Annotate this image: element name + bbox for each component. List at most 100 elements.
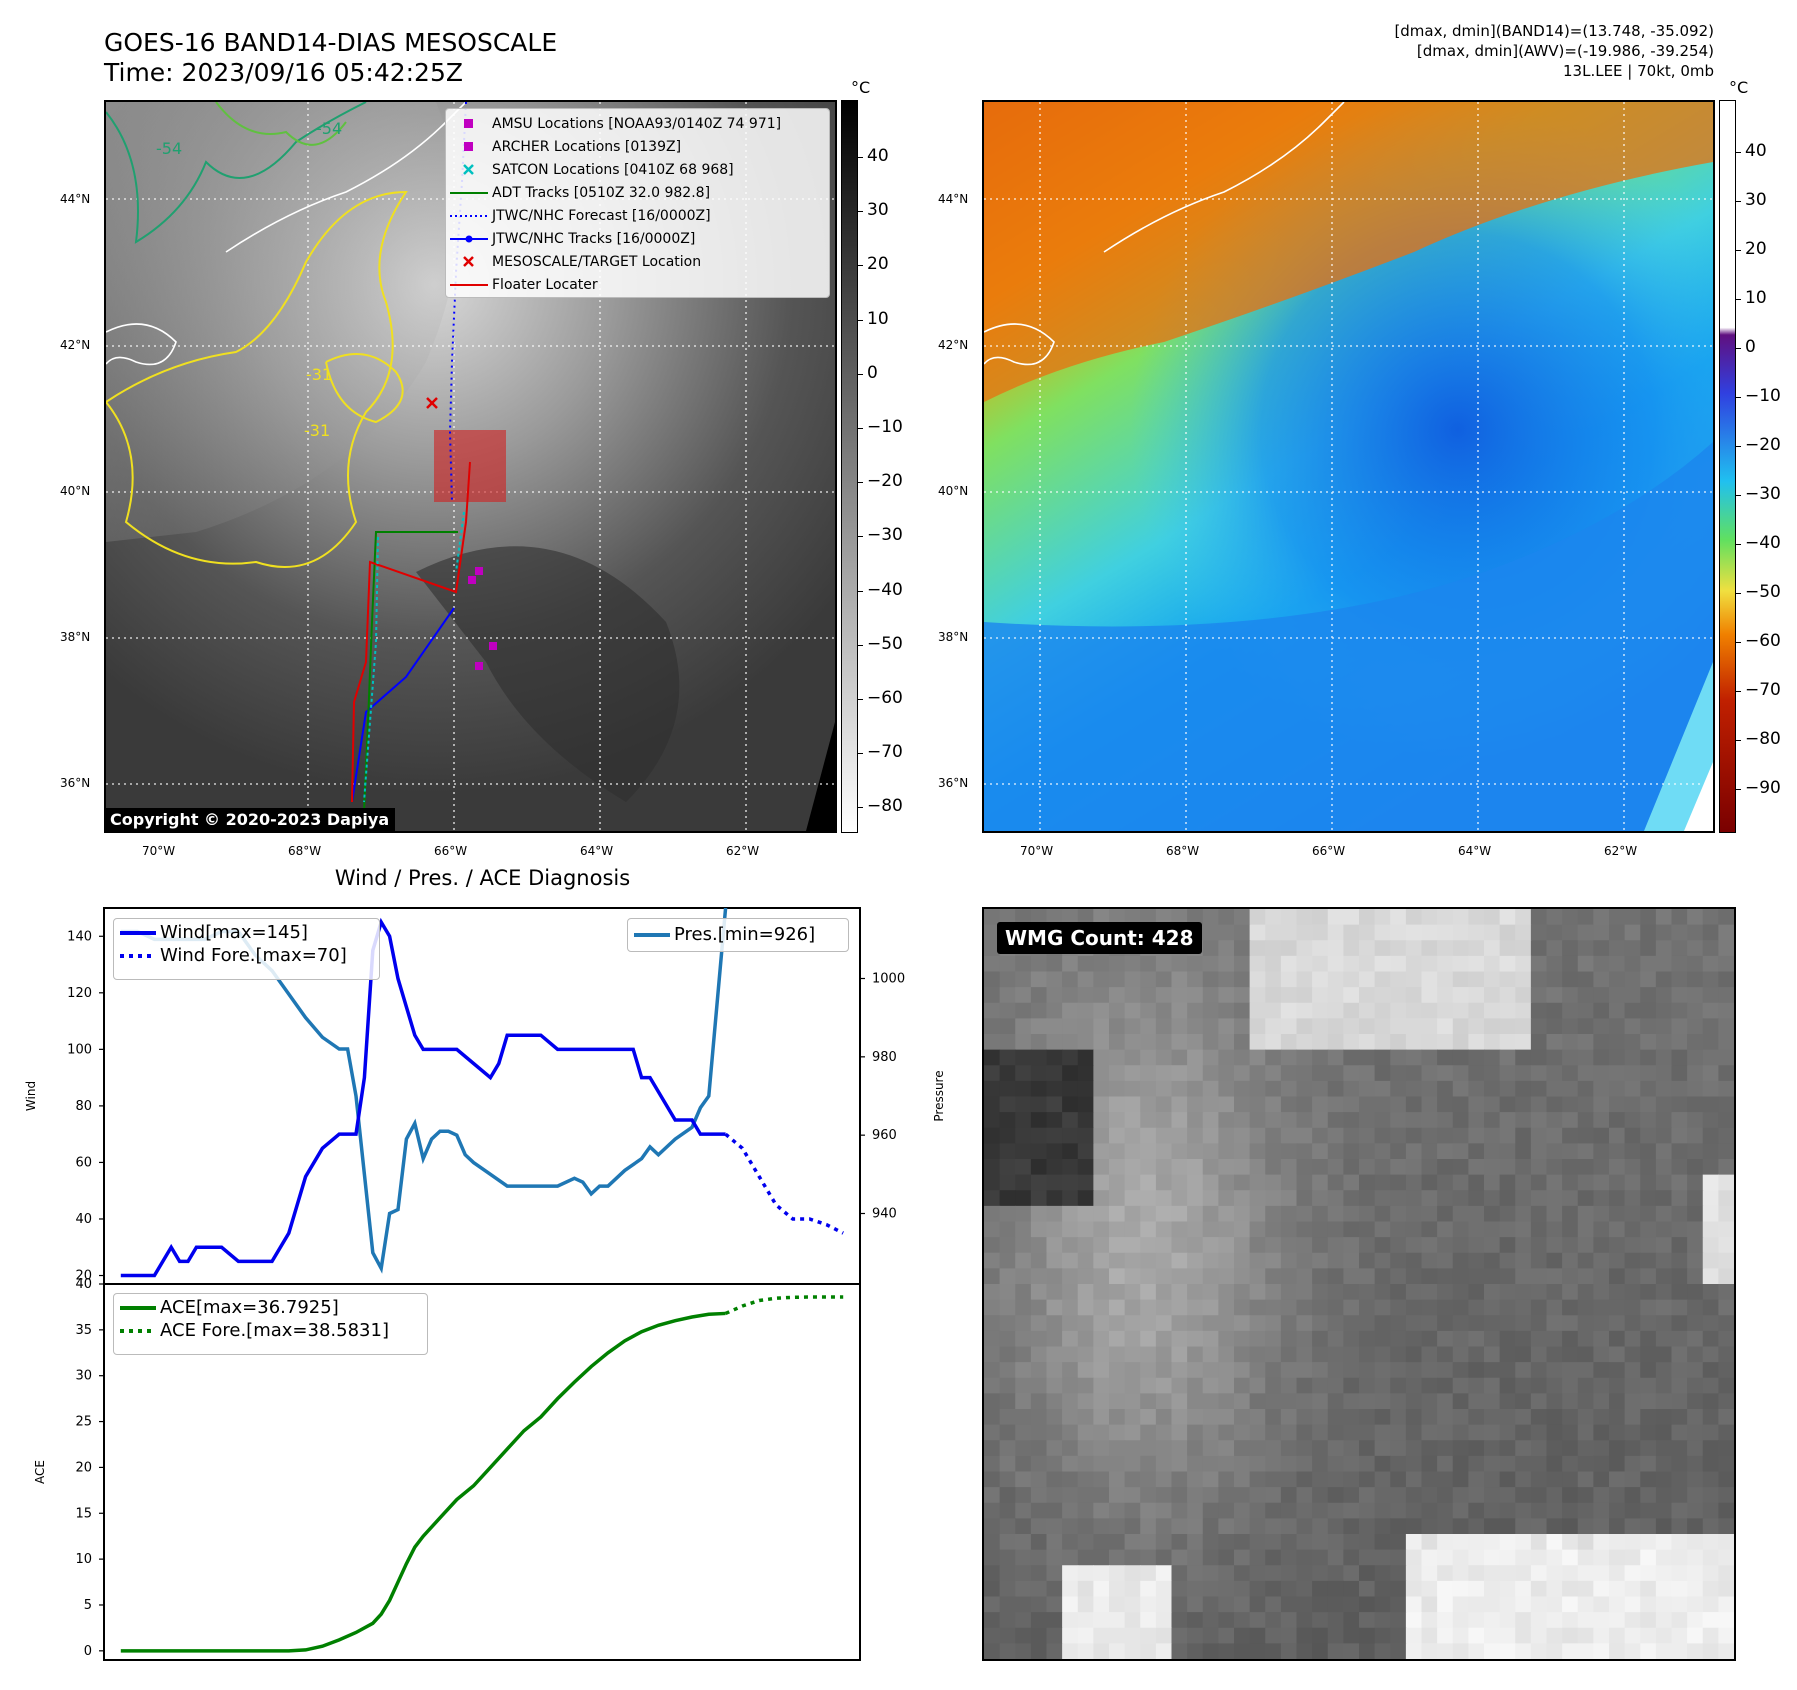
map-legend-label: JTWC/NHC Tracks [16/0000Z]: [492, 230, 696, 247]
ace-legend-label: ACE[max=36.7925]: [160, 1297, 339, 1318]
colorbar-tick-mark: [1736, 642, 1741, 643]
colorbar-tick-mark: [858, 157, 863, 158]
lon-tick-label: 64°W: [580, 844, 614, 858]
pressure-axis-label: Pressure: [932, 1070, 946, 1121]
map-legend-item: ARCHER Locations [0139Z]: [446, 135, 829, 158]
wind-ytick-label: 20: [75, 1269, 92, 1284]
colorbar-tick-mark: [1736, 250, 1741, 251]
colorbar-tick-mark: [1736, 691, 1741, 692]
colorbar-tick-label: −10: [1745, 386, 1781, 406]
colorbar-tick-label: 30: [1745, 190, 1767, 210]
floater-track: [351, 461, 471, 803]
lon-tick-label: 70°W: [1020, 844, 1054, 858]
colorbar-tick-mark: [858, 482, 863, 484]
map-legend-item: Floater Locater: [446, 273, 829, 296]
wind-ytick-label: 40: [75, 1212, 92, 1227]
lon-tick-label: 68°W: [1166, 844, 1200, 858]
colorbar-tick-mark: [1736, 740, 1741, 741]
colorbar-tick-label: −80: [867, 796, 903, 817]
ace-forecast-line: [724, 1295, 844, 1316]
ace-ytick-label: 5: [84, 1598, 92, 1613]
lon-tick-label: 68°W: [288, 844, 322, 858]
wind-forecast-line: [724, 1132, 844, 1235]
colorbar-tick-label: −20: [867, 471, 903, 492]
colorbar-tick-mark: [858, 536, 863, 538]
wind-line: [120, 917, 726, 1278]
lat-tick-label: 44°N: [938, 192, 969, 206]
ace-ytick-label: 20: [75, 1460, 92, 1475]
map-legend-item: AMSU Locations [NOAA93/0140Z 74 971]: [446, 112, 829, 135]
ace-axes-frame: [103, 1283, 861, 1661]
copyright-label: Copyright © 2020-2023 Dapiya: [104, 808, 396, 831]
ace-legend: ACE[max=36.7925] ACE Fore.[max=38.5831]: [113, 1293, 428, 1355]
ace-ytick-label: 40: [75, 1277, 92, 1292]
colorbar-tick-mark: [858, 373, 863, 375]
ace-ytick-label: 30: [75, 1369, 92, 1384]
pressure-ytick-label: 980: [872, 1050, 897, 1065]
lat-tick-label: 44°N: [60, 192, 91, 206]
ace-forecast-legend-label: ACE Fore.[max=38.5831]: [160, 1320, 389, 1341]
info-line1: [dmax, dmin](BAND14)=(13.748, -35.092): [1394, 22, 1714, 40]
colorbar-tick-mark: [1736, 593, 1741, 594]
amsu-marker: [475, 567, 483, 575]
colorbar-tick-label: 0: [1745, 337, 1756, 357]
ace-axis-label: ACE: [33, 1460, 47, 1484]
awv-colorbar: [1719, 100, 1736, 833]
map-legend-label: ADT Tracks [0510Z 32.0 982.8]: [492, 184, 711, 201]
ir-colorbar: [841, 100, 858, 833]
lat-tick-label: 42°N: [60, 338, 91, 352]
colorbar-tick-label: −60: [1745, 631, 1781, 651]
colorbar-tick-mark: [858, 428, 863, 429]
lon-tick-label: 64°W: [1458, 844, 1492, 858]
colorbar-tick-mark: [1736, 789, 1741, 790]
map-legend-item: JTWC/NHC Forecast [16/0000Z]: [446, 204, 829, 227]
lat-tick-label: 36°N: [60, 776, 91, 790]
lon-tick-label: 66°W: [1312, 844, 1346, 858]
map-legend-label: Floater Locater: [492, 276, 598, 293]
colorbar-tick-label: 20: [1745, 239, 1767, 259]
colorbar-tick-label: −60: [867, 688, 903, 708]
colorbar-tick-label: −70: [867, 742, 903, 763]
pressure-ytick-label: 960: [872, 1128, 897, 1143]
pressure-ytick-label: 1000: [872, 972, 905, 987]
awv-map-image: [984, 102, 1713, 831]
lat-tick-label: 36°N: [938, 776, 969, 790]
ace-ytick-label: 35: [75, 1323, 92, 1338]
colorbar-tick-label: −50: [1745, 582, 1781, 602]
map-legend-label: MESOSCALE/TARGET Location: [492, 253, 702, 270]
colorbar-tick-mark: [1736, 446, 1741, 447]
jtwc-track: [351, 607, 455, 803]
ir-colorbar-unit: °C: [851, 78, 871, 97]
map-legend: AMSU Locations [NOAA93/0140Z 74 971] ARCH…: [445, 108, 830, 298]
colorbar-tick-mark: [858, 319, 863, 321]
lon-tick-label: 62°W: [726, 844, 760, 858]
info-line3: 13L.LEE | 70kt, 0mb: [1563, 62, 1714, 80]
target-marker: [426, 397, 438, 409]
colorbar-tick-mark: [1736, 152, 1741, 153]
awv-colorbar-unit: °C: [1729, 78, 1749, 97]
colorbar-tick-label: −40: [1745, 533, 1781, 553]
colorbar-tick-mark: [858, 807, 863, 809]
colorbar-tick-mark: [858, 644, 863, 646]
amsu-marker: [489, 642, 497, 650]
wind-forecast-legend-label: Wind Fore.[max=70]: [160, 945, 347, 966]
wmg-count-label: WMG Count: 428: [997, 922, 1202, 954]
awv-map-panel: [982, 100, 1715, 833]
contour-label: -54: [316, 119, 342, 138]
wind-ytick-label: 140: [67, 929, 92, 944]
contour-label: -54: [156, 139, 182, 158]
colorbar-tick-mark: [1736, 348, 1741, 349]
wind-ytick-label: 120: [67, 986, 92, 1001]
ace-line: [120, 1311, 726, 1653]
colorbar-tick-mark: [1736, 495, 1741, 496]
wind-ytick-label: 80: [75, 1099, 92, 1114]
map-legend-item: SATCON Locations [0410Z 68 968]: [446, 158, 829, 181]
figure-title-line1: GOES-16 BAND14-DIAS MESOSCALE: [104, 28, 558, 57]
ace-ytick-label: 15: [75, 1506, 92, 1521]
lat-tick-label: 40°N: [938, 484, 969, 498]
wmg-pixel-mosaic: [984, 909, 1734, 1659]
colorbar-tick-label: 30: [867, 200, 889, 221]
wind-legend-label: Wind[max=145]: [160, 922, 308, 943]
colorbar-tick-label: 40: [1745, 141, 1767, 161]
lat-tick-label: 40°N: [60, 484, 91, 498]
